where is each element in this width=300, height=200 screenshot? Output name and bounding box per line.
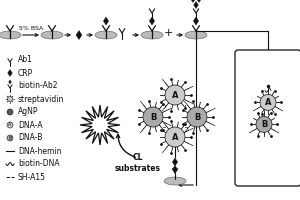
Text: 5% BSA: 5% BSA — [19, 25, 43, 30]
Text: +: + — [163, 28, 173, 38]
Text: B: B — [150, 112, 156, 121]
Polygon shape — [194, 1, 198, 8]
FancyBboxPatch shape — [235, 50, 300, 186]
Text: CRP: CRP — [18, 68, 33, 77]
Text: biotin-Ab2: biotin-Ab2 — [18, 82, 58, 90]
Text: A: A — [172, 90, 178, 99]
Ellipse shape — [95, 31, 117, 39]
Polygon shape — [9, 80, 11, 84]
Polygon shape — [191, 0, 195, 2]
Text: streptavidin: streptavidin — [18, 95, 64, 104]
Text: B: B — [194, 112, 200, 121]
Text: B: B — [8, 136, 12, 140]
Polygon shape — [149, 17, 154, 25]
Text: AgNP: AgNP — [18, 108, 38, 116]
Polygon shape — [197, 0, 201, 2]
Text: DNA-B: DNA-B — [18, 134, 42, 142]
Text: A: A — [8, 122, 12, 128]
Polygon shape — [194, 17, 199, 25]
Circle shape — [187, 107, 207, 127]
Polygon shape — [173, 166, 177, 172]
Text: B: B — [261, 120, 267, 129]
Circle shape — [165, 85, 185, 105]
Polygon shape — [8, 70, 12, 76]
Text: CL
substrates: CL substrates — [115, 153, 161, 173]
Circle shape — [143, 107, 163, 127]
Ellipse shape — [141, 31, 163, 39]
Text: Ab1: Ab1 — [18, 55, 33, 64]
Text: A: A — [265, 98, 271, 107]
Ellipse shape — [41, 31, 63, 39]
Text: SH-A15: SH-A15 — [18, 172, 46, 182]
Circle shape — [7, 135, 13, 141]
Polygon shape — [103, 17, 109, 25]
Polygon shape — [172, 158, 178, 166]
Circle shape — [7, 109, 13, 115]
Ellipse shape — [164, 177, 186, 185]
Polygon shape — [76, 30, 82, 40]
Ellipse shape — [185, 31, 207, 39]
Circle shape — [165, 127, 185, 147]
Polygon shape — [80, 105, 120, 145]
Text: DNA-hemin: DNA-hemin — [18, 146, 62, 156]
Circle shape — [8, 97, 13, 102]
Circle shape — [256, 116, 272, 132]
Text: A: A — [172, 132, 178, 142]
Circle shape — [260, 94, 276, 110]
Circle shape — [7, 122, 13, 128]
Ellipse shape — [0, 31, 21, 39]
Text: DNA-A: DNA-A — [18, 120, 43, 130]
Text: biotin-DNA: biotin-DNA — [18, 160, 60, 168]
